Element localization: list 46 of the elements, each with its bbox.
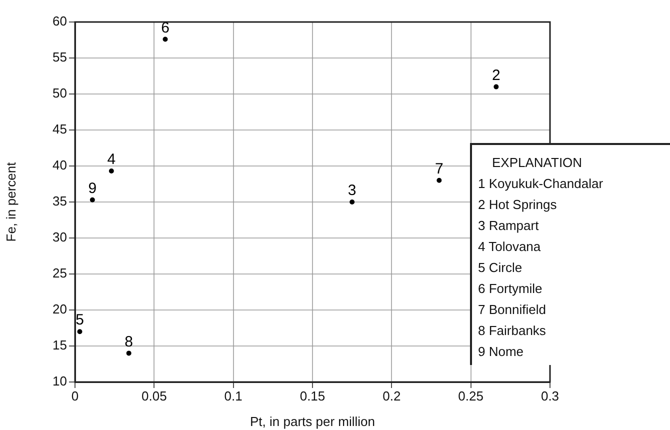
- annotation: 6 Fortymile: [478, 280, 544, 298]
- point: [126, 350, 132, 356]
- x-tick-label: 0: [71, 388, 79, 404]
- y-tick-label: 55: [52, 50, 67, 65]
- annotation: 6: [161, 19, 170, 36]
- annotation: 8: [124, 333, 134, 350]
- x-tick-label: 0.05: [142, 388, 167, 404]
- annotation: 1 Koyukuk-Chandalar: [478, 175, 604, 193]
- y-tick-label: 40: [52, 158, 67, 173]
- annotation: 3 Rampart: [478, 217, 540, 235]
- x-tick-label: 0.3: [540, 388, 560, 404]
- annotation: 2: [492, 66, 500, 84]
- y-tick-label: 45: [52, 122, 67, 137]
- x-tick-label: 0.2: [382, 388, 401, 404]
- annotation: EXPLANATION: [491, 154, 584, 172]
- annotation: 3: [348, 182, 356, 200]
- y-tick-label: 60: [52, 14, 67, 29]
- x-tick-label: 0.25: [458, 388, 484, 404]
- annotation: 5 Circle: [478, 259, 524, 277]
- x-tick-label: 0.1: [224, 388, 242, 404]
- annotation: 5: [76, 312, 84, 329]
- y-tick-label: 35: [52, 194, 67, 209]
- point: [108, 168, 114, 174]
- y-tick-label: 25: [52, 266, 67, 281]
- annotation: 7: [434, 160, 444, 178]
- point: [494, 84, 499, 90]
- annotation: 8 Fairbanks: [478, 322, 547, 340]
- point: [350, 200, 355, 204]
- point: [90, 197, 95, 202]
- x-tick-label: 0.15: [300, 388, 326, 404]
- point: [436, 178, 442, 183]
- x-axis-title: Pt, in parts per million: [250, 414, 375, 429]
- annotation: 4: [107, 151, 116, 168]
- y-tick-label: 30: [52, 230, 67, 245]
- annotation: 2 Hot Springs: [478, 196, 558, 214]
- annotation: 9 Nome: [478, 343, 525, 361]
- point: [77, 329, 82, 334]
- annotation: 7 Bonnifield: [478, 301, 547, 319]
- y-tick-label: 10: [52, 374, 67, 389]
- y-tick-label: 15: [52, 338, 67, 353]
- y-axis-title: Fe, in percent: [3, 162, 18, 242]
- annotation: 9: [88, 180, 97, 197]
- point: [162, 36, 168, 42]
- annotation: 4 Tolovana: [478, 238, 542, 256]
- y-tick-label: 50: [52, 86, 67, 101]
- y-tick-label: 20: [52, 302, 67, 317]
